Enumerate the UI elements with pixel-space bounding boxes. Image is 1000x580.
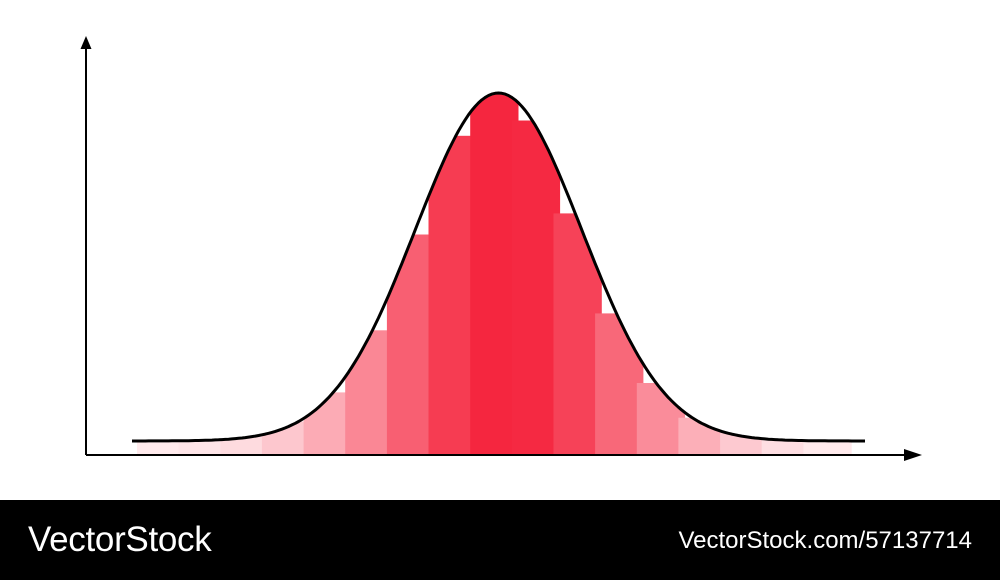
curve-mask (132, 0, 865, 441)
bell-curve-chart (80, 0, 922, 461)
histogram-bar (511, 120, 561, 455)
watermark-footer: VectorStock VectorStock.com/57137714 (0, 500, 1000, 580)
histogram-bar (470, 87, 519, 456)
chart-area (80, 0, 922, 461)
vectorstock-logo: VectorStock (28, 520, 212, 559)
y-axis (80, 36, 92, 455)
histogram-bar (428, 135, 477, 456)
x-axis-arrow-icon (904, 449, 922, 461)
histogram-bars (132, 0, 865, 456)
y-axis-arrow-icon (80, 36, 92, 49)
x-axis (86, 449, 922, 461)
normal-distribution-curve (132, 91, 865, 443)
image-id-text: VectorStock.com/57137714 (678, 527, 972, 554)
